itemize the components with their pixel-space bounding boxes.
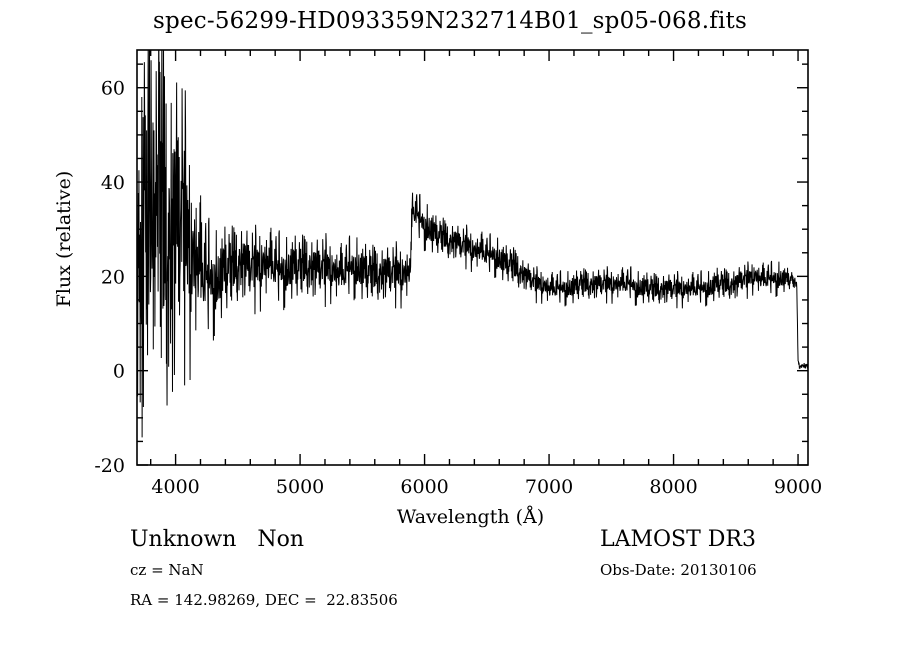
obs-date: Obs-Date: 20130106 bbox=[600, 561, 757, 579]
spectrum-trace bbox=[137, 50, 808, 438]
svg-text:9000: 9000 bbox=[774, 476, 822, 498]
survey-name: LAMOST DR3 bbox=[600, 527, 756, 552]
svg-text:-20: -20 bbox=[94, 455, 125, 477]
y-axis-title: Flux (relative) bbox=[53, 170, 75, 308]
footer-right-column: LAMOST DR3 Obs-Date: 20130106 bbox=[600, 525, 880, 585]
object-class: Unknown Non bbox=[130, 527, 305, 552]
y-axis-ticks bbox=[137, 63, 808, 466]
svg-text:8000: 8000 bbox=[649, 476, 697, 498]
svg-text:60: 60 bbox=[101, 78, 125, 100]
svg-text:6000: 6000 bbox=[400, 476, 448, 498]
metadata-footer: Unknown Non cz = NaN RA = 142.98269, DEC… bbox=[0, 525, 900, 649]
svg-text:20: 20 bbox=[101, 266, 125, 288]
svg-text:5000: 5000 bbox=[276, 476, 324, 498]
footer-left-column: Unknown Non cz = NaN RA = 142.98269, DEC… bbox=[130, 525, 590, 615]
svg-text:7000: 7000 bbox=[525, 476, 573, 498]
coordinates: RA = 142.98269, DEC = 22.83506 bbox=[130, 591, 398, 609]
x-axis-ticks bbox=[149, 50, 799, 465]
x-axis-title: Wavelength (Å) bbox=[396, 506, 545, 528]
cz-value: cz = NaN bbox=[130, 561, 204, 579]
svg-text:40: 40 bbox=[101, 172, 125, 194]
axis-tick-labels: 4000 5000 6000 7000 8000 9000 -20 0 20 40 60 bbox=[94, 78, 822, 498]
page-title: spec-56299-HD093359N232714B01_sp05-068.f… bbox=[153, 8, 747, 34]
svg-text:4000: 4000 bbox=[151, 476, 199, 498]
svg-text:0: 0 bbox=[113, 361, 125, 383]
